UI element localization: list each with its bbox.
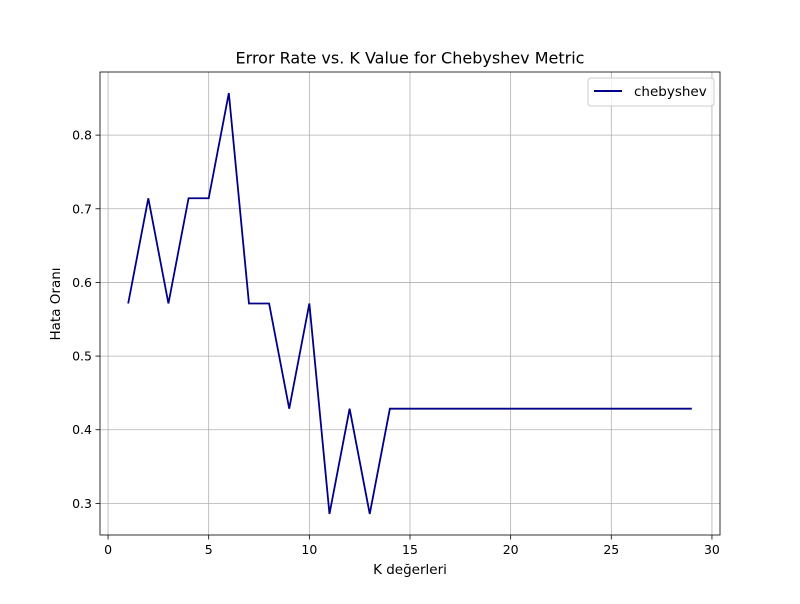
- x-tick-label: 15: [402, 542, 418, 557]
- x-tick-label: 25: [603, 542, 619, 557]
- y-tick-label: 0.7: [72, 201, 92, 216]
- y-tick-label: 0.3: [72, 496, 92, 511]
- legend-label: chebyshev: [634, 84, 707, 100]
- x-tick-label: 5: [205, 542, 213, 557]
- series-layer: [127, 92, 692, 515]
- series-line-chebyshev: [127, 92, 692, 515]
- y-tick-label: 0.4: [72, 422, 92, 437]
- y-tick-label: 0.6: [72, 275, 92, 290]
- x-tick-label: 30: [704, 542, 720, 557]
- y-tick-label: 0.5: [72, 349, 92, 364]
- x-axis-label: K değerleri: [373, 562, 447, 578]
- x-tick-label: 0: [104, 542, 112, 557]
- x-tick-label: 10: [301, 542, 317, 557]
- x-tick-label: 20: [503, 542, 519, 557]
- axis-ticks: 0 5 10 15 20 25 30 0.3 0.4 0.5 0.6 0.7 0.8: [72, 128, 720, 557]
- legend-box: [587, 77, 715, 107]
- y-axis-label: Hata Oranı: [48, 267, 64, 340]
- legend: chebyshev: [587, 77, 715, 107]
- chart-title: Error Rate vs. K Value for Chebyshev Met…: [236, 49, 585, 68]
- y-tick-label: 0.8: [72, 128, 92, 143]
